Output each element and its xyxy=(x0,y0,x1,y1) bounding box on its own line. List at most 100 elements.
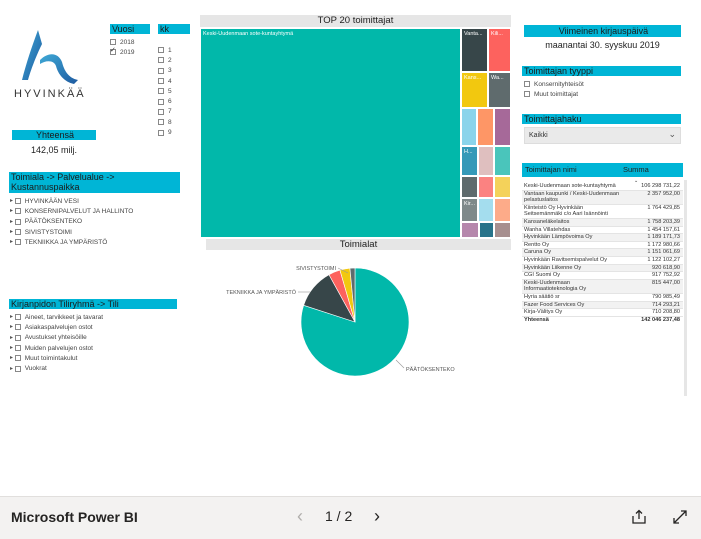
treemap-tile[interactable]: Kili... xyxy=(488,28,511,72)
treemap-tile-main[interactable]: Keski-Uudenmaan sote-kuntayhtymä xyxy=(200,28,461,238)
month-option[interactable]: 9 xyxy=(158,127,172,137)
hierarchy-item[interactable]: ▸ TEKNIIKKA JA YMPÄRISTÖ xyxy=(10,238,108,246)
supplier-type-filter: Konsernityhteisöt Muut toimittajat xyxy=(524,79,584,100)
checkbox-icon[interactable] xyxy=(158,78,164,85)
treemap-tile[interactable]: H... xyxy=(461,146,478,176)
chevron-down-icon[interactable]: ⌄ xyxy=(668,129,676,139)
checkbox-icon[interactable] xyxy=(158,98,164,105)
expand-caret-icon[interactable]: ▸ xyxy=(10,208,15,215)
account-item[interactable]: ▸ Muut toimintakulut xyxy=(10,354,78,362)
supplier-name-cell: Kirja-Välitys Oy xyxy=(524,309,563,316)
checkbox-icon[interactable] xyxy=(14,345,21,352)
table-row[interactable]: Keski-Uudenmaan Informaatioteknologia Oy… xyxy=(522,279,683,294)
table-scrollbar[interactable] xyxy=(684,180,687,396)
expand-caret-icon[interactable]: ▸ xyxy=(10,334,15,341)
table-row[interactable]: Kiinteistö Oy Hyvinkään Seitsemänmäki c/… xyxy=(522,205,683,219)
account-item[interactable]: ▸ Avustukset yhteisöille xyxy=(10,334,87,342)
expand-caret-icon[interactable]: ▸ xyxy=(10,324,15,331)
checkbox-icon[interactable] xyxy=(158,108,164,115)
treemap-tile xyxy=(477,108,494,146)
supplier-name-cell: Hyvinkään Liikenne Oy xyxy=(524,264,582,271)
app-brand[interactable]: Microsoft Power BI xyxy=(11,509,138,525)
col-header-sum[interactable]: Summa xyxy=(623,165,649,174)
expand-caret-icon[interactable]: ▸ xyxy=(10,345,15,352)
supplier-type-option[interactable]: Konsernityhteisöt xyxy=(524,79,584,89)
checkbox-icon[interactable] xyxy=(158,129,164,136)
expand-caret-icon[interactable]: ▸ xyxy=(10,239,15,246)
supplier-name-cell: Wanha Villatehdas xyxy=(524,226,571,233)
supplier-type-option[interactable]: Muut toimittajat xyxy=(524,89,584,99)
table-row[interactable]: Hyvinkään Ravitsemispalvelut Oy 1 122 102… xyxy=(522,257,683,265)
previous-page-button[interactable]: ‹ xyxy=(297,506,303,526)
hierarchy-item[interactable]: ▸ HYVINKÄÄN VESI xyxy=(10,197,79,205)
month-option[interactable]: 1 xyxy=(158,45,172,55)
fullscreen-icon[interactable] xyxy=(671,508,689,526)
table-row[interactable]: Hyvinkään Lämpövoima Oy 1 189 171,73 xyxy=(522,234,683,242)
checkbox-icon[interactable] xyxy=(14,239,21,246)
table-row[interactable]: Vantaan kaupunki / Keski-Uudenmaan pelas… xyxy=(522,190,683,205)
year-option-2019[interactable]: 2019 xyxy=(110,46,134,57)
share-icon[interactable] xyxy=(630,508,648,526)
table-row[interactable]: Wanha Villatehdas 1 454 157,61 xyxy=(522,227,683,235)
checkbox-icon[interactable] xyxy=(14,218,21,225)
checkbox-icon[interactable] xyxy=(158,88,164,95)
checkbox-icon[interactable] xyxy=(14,198,21,205)
table-row[interactable]: Rentto Oy 1 172 980,66 xyxy=(522,242,683,250)
checkbox-checked-icon[interactable] xyxy=(110,46,116,56)
expand-caret-icon[interactable]: ▸ xyxy=(10,198,15,205)
hierarchy-item[interactable]: ▸ PÄÄTÖKSENTEKO xyxy=(10,218,83,226)
expand-caret-icon[interactable]: ▸ xyxy=(10,355,15,362)
treemap-tile[interactable]: Kir... xyxy=(461,198,478,222)
checkbox-icon[interactable] xyxy=(14,334,21,341)
checkbox-icon[interactable] xyxy=(14,229,21,236)
account-item[interactable]: ▸ Asiakaspalvelujen ostot xyxy=(10,323,93,331)
month-option[interactable]: 6 xyxy=(158,96,172,106)
expand-caret-icon[interactable]: ▸ xyxy=(10,314,15,321)
supplier-search-dropdown[interactable]: Kaikki ⌄ xyxy=(524,127,681,144)
treemap-tile[interactable]: Kans... xyxy=(461,72,488,108)
table-row[interactable]: Fazer Food Services Oy 714 293,21 xyxy=(522,301,683,310)
hierarchy-item[interactable]: ▸ KONSERNIPALVELUT JA HALLINTO xyxy=(10,207,134,215)
checkbox-icon[interactable] xyxy=(14,324,21,331)
checkbox-icon[interactable] xyxy=(110,39,116,46)
checkbox-icon[interactable] xyxy=(524,91,530,98)
checkbox-icon[interactable] xyxy=(14,314,21,321)
table-row[interactable]: Keski-Uudenmaan sote-kuntayhtymä 106 298 … xyxy=(522,183,683,191)
pie-leader-line xyxy=(395,359,405,369)
checkbox-icon[interactable] xyxy=(14,365,21,372)
account-item[interactable]: ▸ Aineet, tarvikkeet ja tavarat xyxy=(10,313,104,321)
month-option[interactable]: 2 xyxy=(158,55,172,65)
treemap-tile xyxy=(494,146,511,176)
table-row[interactable]: Kansaneläkelaitos 1 758 203,39 xyxy=(522,218,683,227)
checkbox-icon[interactable] xyxy=(14,208,21,215)
checkbox-icon[interactable] xyxy=(524,81,530,88)
table-row[interactable]: Caruna Oy 1 151 061,69 xyxy=(522,249,683,257)
checkbox-icon[interactable] xyxy=(158,119,164,126)
expand-caret-icon[interactable]: ▸ xyxy=(10,218,15,225)
checkbox-icon[interactable] xyxy=(158,67,164,74)
checkbox-icon[interactable] xyxy=(158,47,164,54)
month-option[interactable]: 5 xyxy=(158,86,172,96)
month-option[interactable]: 4 xyxy=(158,76,172,86)
col-header-name[interactable]: Toimittajan nimi xyxy=(525,165,577,174)
hierarchy-item[interactable]: ▸ SIVISTYSTOIMI xyxy=(10,228,72,236)
month-option[interactable]: 3 xyxy=(158,66,172,76)
account-item[interactable]: ▸ Muiden palvelujen ostot xyxy=(10,344,93,352)
table-row[interactable]: Hyvinkään Liikenne Oy 920 618,90 xyxy=(522,264,683,273)
treemap-tile[interactable]: Vanta... xyxy=(461,28,488,72)
month-option[interactable]: 7 xyxy=(158,107,172,117)
next-page-button[interactable]: › xyxy=(374,506,380,526)
year-option-2018[interactable]: 2018 xyxy=(110,37,134,47)
month-option[interactable]: 8 xyxy=(158,117,172,127)
treemap-tile xyxy=(461,222,479,238)
expand-caret-icon[interactable]: ▸ xyxy=(10,229,15,236)
table-row[interactable]: Kirja-Välitys Oy 710 208,80 xyxy=(522,309,683,317)
pie-slice[interactable] xyxy=(349,267,356,323)
account-item[interactable]: ▸ Vuokrat xyxy=(10,365,47,373)
table-row[interactable]: CGI Suomi Oy 917 752,92 xyxy=(522,272,683,280)
table-row[interactable]: Hyria säätiö sr 790 985,49 xyxy=(522,294,683,302)
expand-caret-icon[interactable]: ▸ xyxy=(10,365,15,372)
checkbox-icon[interactable] xyxy=(14,355,21,362)
treemap-tile[interactable]: Wa... xyxy=(488,72,511,108)
checkbox-icon[interactable] xyxy=(158,57,164,64)
